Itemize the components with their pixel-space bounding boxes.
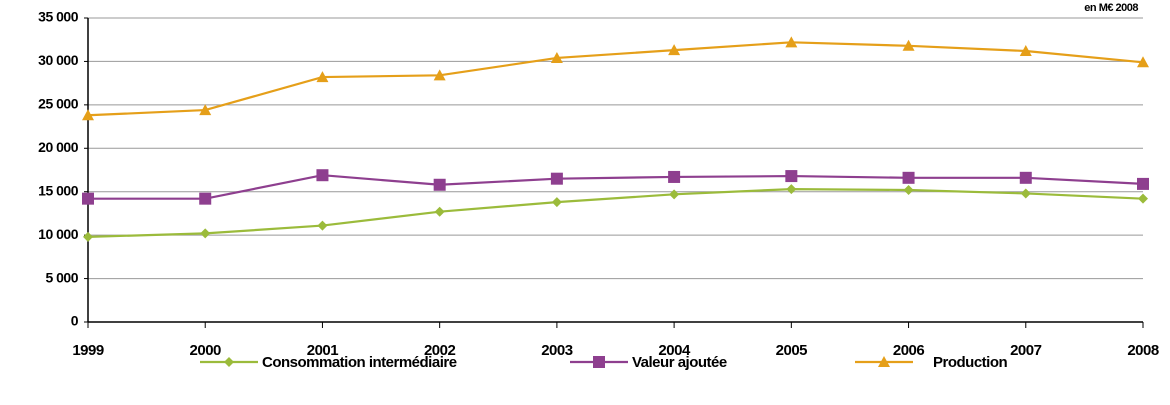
data-point xyxy=(551,197,562,208)
y-tick-label: 20 000 xyxy=(38,139,79,155)
series-line xyxy=(87,188,1144,238)
data-point xyxy=(434,206,445,217)
x-tick-label: 2003 xyxy=(541,342,573,359)
y-tick-label: 5 000 xyxy=(45,269,78,285)
data-point xyxy=(668,170,681,183)
data-point xyxy=(433,69,446,81)
data-point xyxy=(668,44,681,56)
data-point xyxy=(316,169,329,182)
x-tick-label: 2001 xyxy=(307,342,339,359)
data-point xyxy=(1020,188,1031,199)
y-tick-label: 35 000 xyxy=(38,9,79,25)
data-point xyxy=(316,71,329,83)
legend-label: Production xyxy=(933,354,1007,371)
y-tick-label: 30 000 xyxy=(38,52,79,68)
x-tick-label: 2007 xyxy=(1010,342,1042,359)
x-tick-label: 2002 xyxy=(424,342,456,359)
unit-annotation: en M€ 2008 xyxy=(1084,2,1138,14)
x-tick-label: 1999 xyxy=(72,342,104,359)
y-tick-label: 0 xyxy=(71,313,79,329)
y-tick-label: 10 000 xyxy=(38,226,79,242)
data-point xyxy=(1138,193,1148,204)
data-point xyxy=(1137,177,1149,190)
data-point xyxy=(903,184,914,195)
legend-marker xyxy=(878,356,890,367)
legend-label: Consommation intermédiaire xyxy=(262,354,457,371)
data-point xyxy=(669,189,680,200)
data-point xyxy=(785,36,798,48)
x-tick-label: 2005 xyxy=(776,342,808,359)
x-tick-label: 2008 xyxy=(1127,342,1159,359)
y-tick-label: 25 000 xyxy=(38,96,79,112)
data-point xyxy=(550,51,563,63)
data-point xyxy=(1137,56,1149,68)
data-point xyxy=(433,178,446,191)
data-point xyxy=(550,172,563,185)
data-point xyxy=(82,109,94,121)
data-point xyxy=(1019,45,1032,57)
y-tick-label: 15 000 xyxy=(38,182,79,198)
data-point xyxy=(199,192,212,205)
data-point xyxy=(1019,171,1032,184)
legend-marker xyxy=(224,357,234,367)
data-point xyxy=(786,184,797,195)
data-point xyxy=(200,228,211,239)
legend-label: Valeur ajoutée xyxy=(632,354,727,371)
x-tick-label: 2004 xyxy=(658,342,691,359)
data-point xyxy=(902,39,915,51)
x-tick-label: 2000 xyxy=(190,342,222,359)
data-point xyxy=(902,171,915,184)
data-point xyxy=(785,170,798,183)
data-point xyxy=(82,192,94,205)
legend-marker xyxy=(593,356,605,368)
data-point xyxy=(199,104,212,116)
series-line xyxy=(88,174,1144,200)
data-point xyxy=(83,231,93,242)
data-point xyxy=(317,220,328,231)
series-line xyxy=(87,41,1144,117)
x-tick-label: 2006 xyxy=(893,342,925,359)
